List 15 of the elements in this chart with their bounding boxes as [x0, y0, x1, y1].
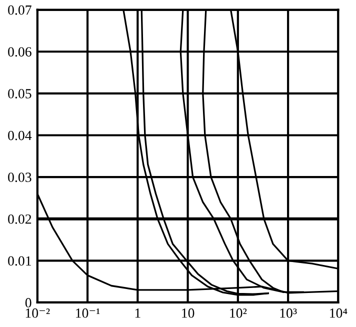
x-tick-label: 10⁻² [26, 308, 50, 318]
x-tick-label: 10 [182, 308, 194, 318]
y-tick-label: 0.02 [8, 214, 32, 224]
y-tick-label: 0.03 [8, 172, 32, 182]
y-tick-label: 0 [25, 298, 32, 308]
y-tick-label: 0.01 [8, 256, 31, 266]
y-tick-label: 0.05 [8, 89, 32, 98]
y-tick-label: 0.07 [8, 5, 32, 15]
x-tick-label: 10⁴ [330, 308, 348, 318]
x-tick-label: 10² [230, 308, 247, 318]
y-tick-label: 0.06 [8, 47, 32, 57]
y-tick-label: 0.04 [8, 130, 32, 140]
x-tick-label: 1 [135, 308, 140, 318]
x-tick-label: 10³ [280, 308, 297, 318]
x-tick-label: 10⁻¹ [76, 308, 100, 318]
